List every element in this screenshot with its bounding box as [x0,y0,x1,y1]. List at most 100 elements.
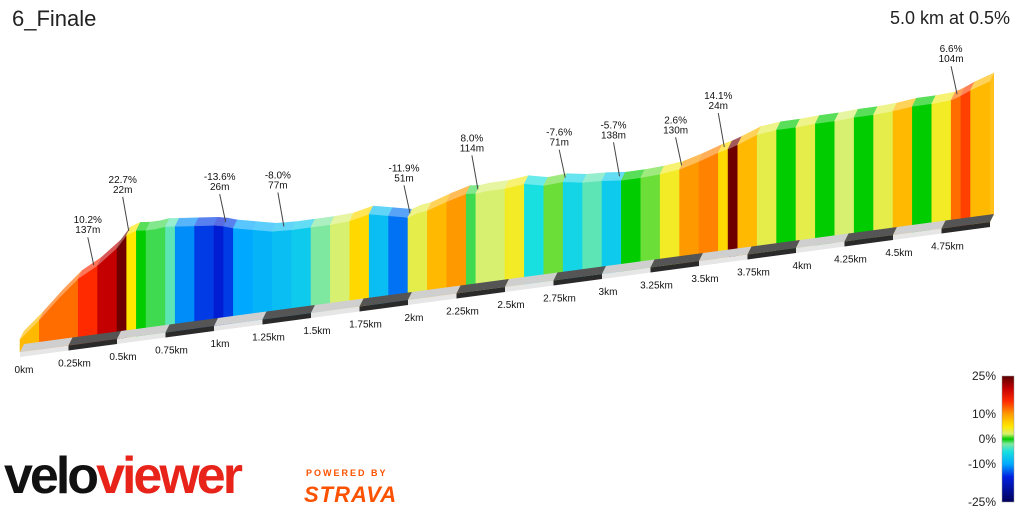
x-tick-label: 3.75km [737,268,770,279]
profile-segment [892,105,913,236]
annotation-length: 26m [210,182,229,193]
profile-segment [776,126,797,251]
profile-segment [252,229,273,322]
profile-segment [58,277,79,348]
x-axis-ticks: 0km 0.25km 0.5km 0.75km 1km 1.25km 1.5km 1.75km… [15,242,964,377]
annotation-length: 51m [394,173,413,184]
distance-band-piece [359,300,408,312]
annotation-grade: 6.6% [940,44,963,55]
distance-band-top [165,318,218,333]
x-tick-label: 2.5km [497,300,524,311]
distance-band-piece [699,254,748,266]
distance-band-top [650,253,703,268]
profile-segment [330,220,351,311]
annotation-length: 114m [460,143,484,154]
annotation-leader [277,192,285,227]
distance-band-top [893,220,946,235]
profile-segment [465,193,477,293]
grade-annotations: 10.2%137m 22.7%22m -13.6%26m -8.0%77m -11.9%… [74,44,964,266]
profile-segment [562,181,583,280]
annotation-length: 71m [549,138,568,149]
profile-segment [388,215,409,303]
profile-segment [213,224,224,327]
distance-band-top [699,246,752,261]
profile-segment [873,110,894,238]
distance-band-piece [747,248,796,260]
distance-band-piece [117,332,166,344]
profile-segment [815,120,836,246]
distance-band-top [117,324,170,339]
annotation-length: 104m [939,54,964,65]
profile-segment [77,264,98,345]
distance-band-piece [650,261,699,273]
powered-by-text: POWERED BY [306,468,388,478]
distance-band-piece [796,241,845,253]
veloviewer-logo: veloviewer [4,447,243,505]
x-tick-label: 0.25km [58,359,91,370]
grade-legend: 25% 10% 0% -10% -25% [968,369,1015,509]
legend-label: -10% [968,457,996,471]
distance-band-piece [893,228,942,240]
annotation-leader [613,142,621,177]
distance-band-piece [214,319,263,331]
profile-segment [960,89,971,227]
distance-band-top [553,266,606,281]
annotation-grade: -8.0% [265,171,291,182]
annotation-grade: 2.6% [664,115,687,126]
distance-band-piece [408,293,457,305]
annotation-grade: 8.0% [461,133,484,144]
x-tick-label: 1.5km [303,326,330,337]
annotation-leader [471,155,479,190]
profile-segment [659,168,680,267]
profile-segment [271,229,292,319]
annotation-leader [403,185,411,214]
x-tick-label: 2.25km [446,307,479,318]
x-tick-label: 4.5km [885,248,912,259]
x-tick-label: 0.5km [109,352,136,363]
distance-band-top [747,240,800,255]
profile-segment [601,179,622,275]
profile-segment [640,173,661,270]
distance-band-piece [20,345,69,357]
distance-band-top [941,214,994,229]
distance-band-piece [553,274,602,286]
chart-title: 6_Finale [12,6,97,31]
profile-segment [737,133,758,257]
annotation-length: 22m [113,185,132,196]
distance-band-top [262,305,315,320]
x-tick-label: 2km [405,313,424,324]
distance-band [20,214,994,357]
profile-segment [727,144,739,258]
profile-segment [368,213,389,306]
profile-segment [795,123,816,249]
profile-segment [165,225,176,333]
annotation-length: 138m [601,130,626,141]
profile-segment [223,225,234,326]
profile-end-cap [990,73,994,223]
x-tick-label: 4.75km [931,242,964,253]
profile-segments [19,72,995,353]
profile-segment [543,181,564,283]
distance-band-top [68,331,121,346]
profile-segment [417,210,428,300]
profile-segment [582,180,603,277]
annotation-length: 24m [709,101,728,112]
profile-segment [194,224,215,329]
distance-band-top [359,292,412,307]
x-tick-label: 4km [793,261,812,272]
annotation-grade: -7.6% [546,128,572,139]
profile-segment [145,228,157,336]
profile-segment [446,193,467,296]
distance-band-top [844,227,897,242]
profile-segment [504,183,525,288]
x-tick-label: 1.25km [252,333,285,344]
annotation-grade: 22.7% [109,175,137,186]
profile-segment [116,233,127,340]
profile-segment [698,151,719,262]
legend-label: 0% [979,432,997,446]
annotation-grade: -13.6% [204,172,236,183]
profile-segment [407,212,419,301]
profile-segment [756,129,777,254]
strava-logo: STRAVA [304,482,398,507]
